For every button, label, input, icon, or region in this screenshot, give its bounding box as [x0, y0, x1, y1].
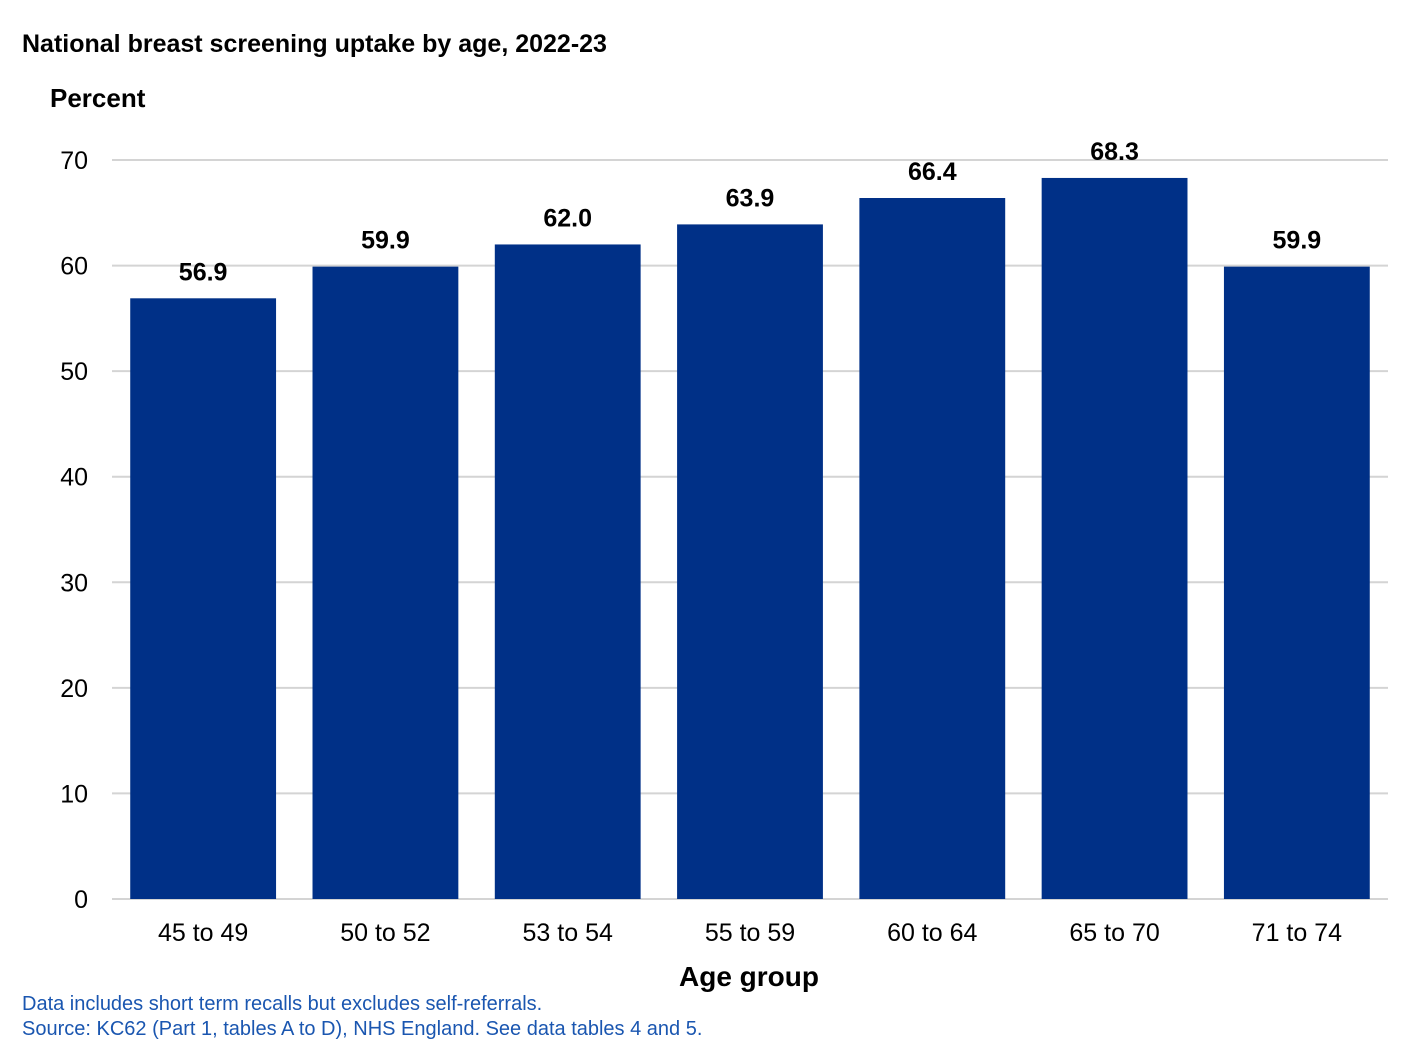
x-tick-label: 53 to 54	[523, 919, 613, 947]
bar	[1041, 177, 1188, 899]
x-tick-label: 71 to 74	[1252, 919, 1342, 947]
y-axis-ticks: 0 10 20 30 40 50 60 70	[60, 147, 88, 914]
y-tick-label: 40	[60, 464, 88, 492]
data-label: 66.4	[908, 158, 957, 186]
data-label: 62.0	[543, 204, 592, 232]
y-tick-label: 0	[74, 886, 88, 914]
x-tick-label: 50 to 52	[340, 919, 430, 947]
note-line-1: Data includes short term recalls but exc…	[22, 993, 542, 1015]
x-tick-label: 45 to 49	[158, 919, 248, 947]
data-label: 68.3	[1090, 138, 1139, 166]
y-tick-label: 60	[60, 253, 88, 281]
note-line-2: Source: KC62 (Part 1, tables A to D), NH…	[22, 1018, 702, 1040]
x-tick-label: 55 to 59	[705, 919, 795, 947]
bar	[677, 224, 823, 900]
bar	[494, 244, 641, 899]
x-tick-label: 60 to 64	[887, 919, 977, 947]
y-tick-label: 50	[60, 358, 88, 386]
y-tick-label: 70	[60, 147, 88, 175]
data-label: 63.9	[726, 184, 775, 212]
x-axis-ticks: 45 to 49 50 to 52 53 to 54 55 to 59 60 to 64…	[158, 919, 1342, 947]
bar	[859, 198, 1006, 899]
chart-title: National breast screening uptake by age,…	[22, 30, 607, 58]
y-tick-label: 30	[60, 569, 88, 597]
y-axis-label: Percent	[50, 83, 146, 113]
data-label: 59.9	[1273, 227, 1322, 255]
data-label: 56.9	[179, 258, 228, 286]
data-labels: 56.9 59.9 62.0 63.9 66.4 68.3 59.9	[179, 138, 1321, 286]
x-tick-label: 65 to 70	[1069, 919, 1159, 947]
y-tick-label: 20	[60, 675, 88, 703]
bar	[1223, 266, 1370, 899]
bar	[312, 266, 459, 899]
bar	[130, 298, 277, 899]
data-label: 59.9	[361, 227, 410, 255]
y-tick-label: 10	[60, 780, 88, 808]
bars	[130, 177, 1370, 900]
x-axis-label: Age group	[679, 961, 819, 992]
